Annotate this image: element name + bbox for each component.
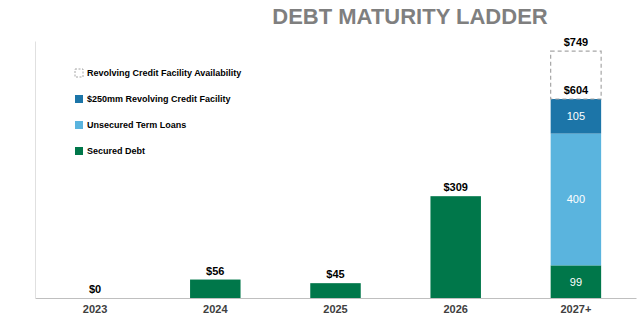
legend-item: Unsecured Term Loans: [75, 120, 186, 130]
x-tick: 2026: [443, 303, 467, 315]
bar-segment: [310, 283, 360, 298]
chart-container: DEBT MATURITY LADDER 2023 2024 2025 2026 2027…: [0, 0, 640, 330]
x-axis-line: [36, 298, 637, 299]
capacity-label: $749: [564, 36, 588, 48]
legend-label: Unsecured Term Loans: [87, 120, 186, 130]
legend-swatch: [75, 69, 83, 77]
legend: Revolving Credit Facility Availability $2…: [75, 68, 241, 156]
chart-title: DEBT MATURITY LADDER: [272, 4, 548, 29]
data-label: 99: [570, 276, 582, 288]
plot-area: 2023 2024 2025 2026 2027+ 99 400 105 $0 $56 $45 $30…: [36, 36, 637, 315]
legend-item: Secured Debt: [75, 146, 145, 156]
x-axis: 2023 2024 2025 2026 2027+: [36, 299, 637, 316]
bar-segment: [551, 99, 601, 134]
x-tick-label: 2025: [323, 303, 347, 315]
x-tick: 2027+: [560, 303, 591, 315]
y-axis-line: [35, 42, 36, 299]
legend-label: Revolving Credit Facility Availability: [87, 68, 241, 78]
x-tick: 2025: [323, 303, 347, 315]
legend-label: Secured Debt: [87, 146, 145, 156]
chart-svg: DEBT MATURITY LADDER 2023 2024 2025 2026 2027…: [0, 0, 640, 330]
bar-segment: [551, 265, 601, 298]
data-label: 105: [567, 110, 585, 122]
bar-segment: [70, 298, 120, 299]
total-label: $45: [326, 268, 344, 280]
y-axis: [35, 42, 36, 299]
legend-swatch: [75, 121, 83, 129]
x-tick-label: 2027+: [560, 303, 591, 315]
bars: [190, 51, 601, 298]
x-tick-label: 2026: [443, 303, 467, 315]
total-label: $604: [564, 84, 589, 96]
x-tick: 2023: [83, 303, 107, 315]
legend-label: $250mm Revolving Credit Facility: [87, 94, 231, 104]
total-label: $56: [206, 265, 224, 277]
bar-segment: [551, 134, 601, 266]
legend-swatch: [75, 147, 83, 155]
x-tick-label: 2024: [203, 303, 228, 315]
data-label: 400: [567, 193, 585, 205]
total-label: $0: [89, 283, 101, 295]
bar-segment: [190, 280, 240, 298]
x-tick: 2024: [203, 303, 228, 315]
legend-item: $250mm Revolving Credit Facility: [75, 94, 231, 104]
bar-segment: [430, 196, 480, 298]
total-label: $309: [443, 181, 467, 193]
x-tick-label: 2023: [83, 303, 107, 315]
legend-item: Revolving Credit Facility Availability: [75, 68, 241, 78]
legend-swatch: [75, 95, 83, 103]
availability-segment: [551, 51, 601, 99]
